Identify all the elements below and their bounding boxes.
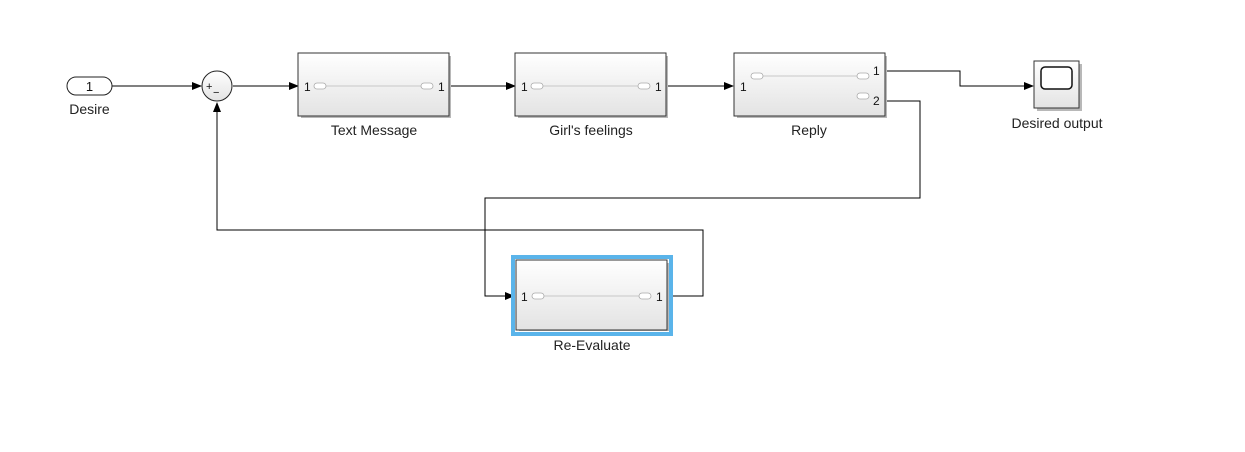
- block-re-evaluate[interactable]: 1 1 Re-Evaluate: [511, 255, 673, 353]
- scope-screen-icon: [1040, 66, 1073, 90]
- in-port-number: 1: [521, 290, 528, 304]
- out-port2-number: 2: [873, 94, 880, 108]
- wire-re-evaluate-to-sum[interactable]: [213, 102, 704, 297]
- sum-block[interactable]: + −: [201, 70, 233, 102]
- in-port-number: 1: [304, 80, 311, 94]
- sum-circle: [201, 70, 233, 102]
- inner-inport-icon: [531, 292, 545, 300]
- scope-desired-output[interactable]: Desired output: [1011, 60, 1103, 131]
- inner-outport-icon: [637, 82, 651, 90]
- inner-inport-icon: [750, 72, 764, 80]
- inner-inport-icon: [313, 82, 327, 90]
- inner-outport-icon: [420, 82, 434, 90]
- sum-minus-sign: −: [213, 87, 219, 99]
- inport-number: 1: [86, 79, 93, 94]
- inport-shape: [66, 76, 113, 96]
- inner-outport1-icon: [856, 72, 870, 80]
- block-label: Reply: [791, 122, 827, 138]
- selection-highlight: [511, 255, 673, 336]
- block-girls-feelings[interactable]: 1 1 Girl's feelings: [514, 52, 668, 138]
- in-port-number: 1: [740, 80, 747, 94]
- out-port1-number: 1: [873, 64, 880, 78]
- out-port-number: 1: [656, 290, 663, 304]
- inport-label: Desire: [69, 101, 110, 117]
- inner-outport2-icon: [856, 92, 870, 100]
- inner-inport-icon: [530, 82, 544, 90]
- out-port-number: 1: [655, 80, 662, 94]
- signal-lines: [112, 70, 1034, 300]
- inner-outport-icon: [638, 292, 652, 300]
- wire-reply-to-re-evaluate[interactable]: [484, 100, 921, 300]
- scope-label: Desired output: [1011, 115, 1102, 131]
- block-label: Girl's feelings: [549, 122, 633, 138]
- block-label: Text Message: [331, 122, 418, 138]
- wire-reply-to-scope[interactable]: [886, 70, 1034, 90]
- sum-plus-sign: +: [206, 81, 212, 93]
- inport-desire[interactable]: 1 Desire: [66, 76, 113, 117]
- block-text-message[interactable]: 1 1 Text Message: [297, 52, 451, 138]
- block-label: Re-Evaluate: [553, 337, 630, 353]
- out-port-number: 1: [438, 80, 445, 94]
- in-port-number: 1: [521, 80, 528, 94]
- block-body: [733, 52, 886, 117]
- block-reply[interactable]: 1 1 2 Reply: [733, 52, 887, 138]
